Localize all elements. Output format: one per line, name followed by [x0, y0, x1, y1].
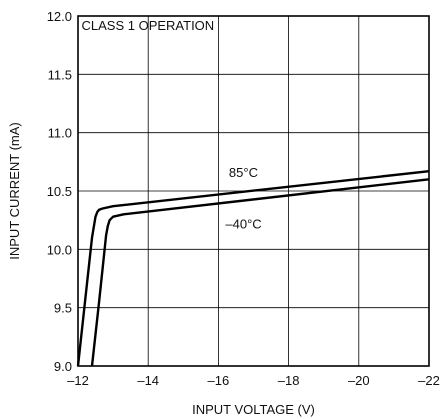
x-axis-label: INPUT VOLTAGE (V) [192, 402, 315, 417]
grid [78, 16, 429, 366]
annotation-label: 85°C [229, 165, 258, 180]
x-tick-label: –14 [137, 373, 159, 388]
series-group [76, 170, 430, 367]
x-tick-label: –22 [418, 373, 440, 388]
x-tick-label: –18 [278, 373, 300, 388]
y-tick-label: 11.5 [48, 67, 72, 82]
x-tick-label: –20 [348, 373, 370, 388]
annotations: CLASS 1 OPERATION 85°C –40°C [82, 18, 262, 231]
y-tick-labels: 9.0 9.5 10.0 10.5 11.0 11.5 12.0 [47, 9, 72, 374]
plot-frame [77, 15, 430, 367]
y-axis-label: INPUT CURRENT (mA) [7, 122, 22, 259]
y-tick-label: 10.5 [47, 184, 72, 199]
x-tick-labels: –12 –14 –16 –18 –20 –22 [67, 373, 440, 388]
y-tick-label: 10.0 [47, 242, 72, 257]
annotation-label: CLASS 1 OPERATION [82, 18, 215, 33]
annotation-label: –40°C [225, 216, 261, 231]
x-tick-label: –12 [67, 373, 89, 388]
y-tick-label: 9.0 [54, 359, 72, 374]
y-tick-label: 12.0 [47, 9, 72, 24]
y-tick-label: 11.0 [48, 126, 72, 141]
series-line-minus40c [90, 178, 430, 367]
y-tick-label: 9.5 [54, 301, 72, 316]
series-line-85c [76, 170, 430, 367]
x-tick-label: –16 [208, 373, 230, 388]
